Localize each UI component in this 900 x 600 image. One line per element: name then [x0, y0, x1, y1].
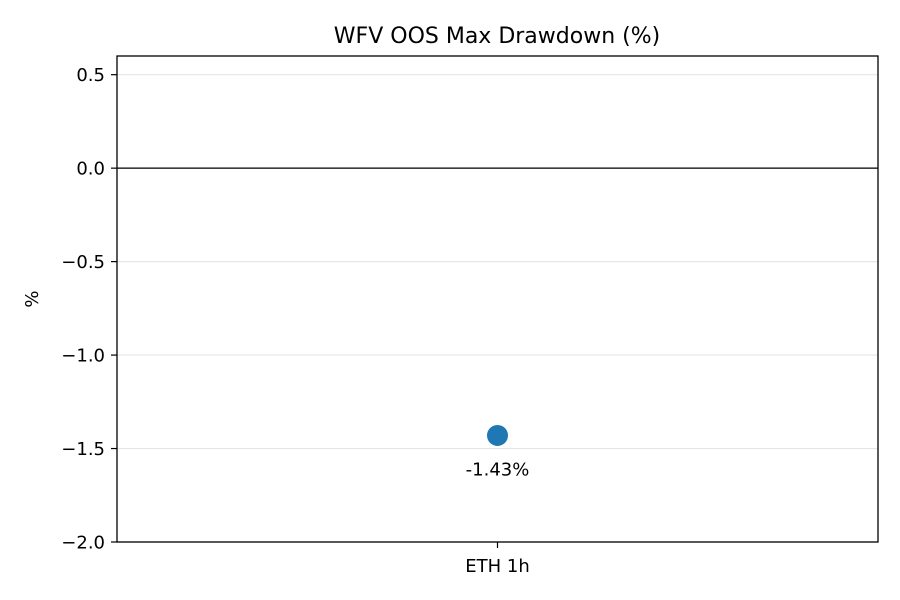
data-label: -1.43% — [466, 459, 530, 480]
y-tick-label: −1.5 — [61, 439, 105, 460]
chart-title: WFV OOS Max Drawdown (%) — [334, 24, 660, 49]
x-tick-label: ETH 1h — [465, 556, 530, 577]
y-tick-label: 0.0 — [76, 159, 105, 180]
y-axis-label: % — [22, 290, 43, 307]
data-points: -1.43% — [466, 424, 530, 480]
y-tick-label: −1.0 — [61, 346, 105, 367]
y-tick-label: −2.0 — [61, 533, 105, 554]
data-point — [487, 424, 508, 446]
x-axis: ETH 1h — [465, 542, 530, 577]
y-tick-label: 0.5 — [76, 65, 105, 86]
y-axis: 0.5 0.0 −0.5 −1.0 −1.5 −2.0 — [61, 65, 117, 554]
y-tick-label: −0.5 — [61, 252, 105, 273]
